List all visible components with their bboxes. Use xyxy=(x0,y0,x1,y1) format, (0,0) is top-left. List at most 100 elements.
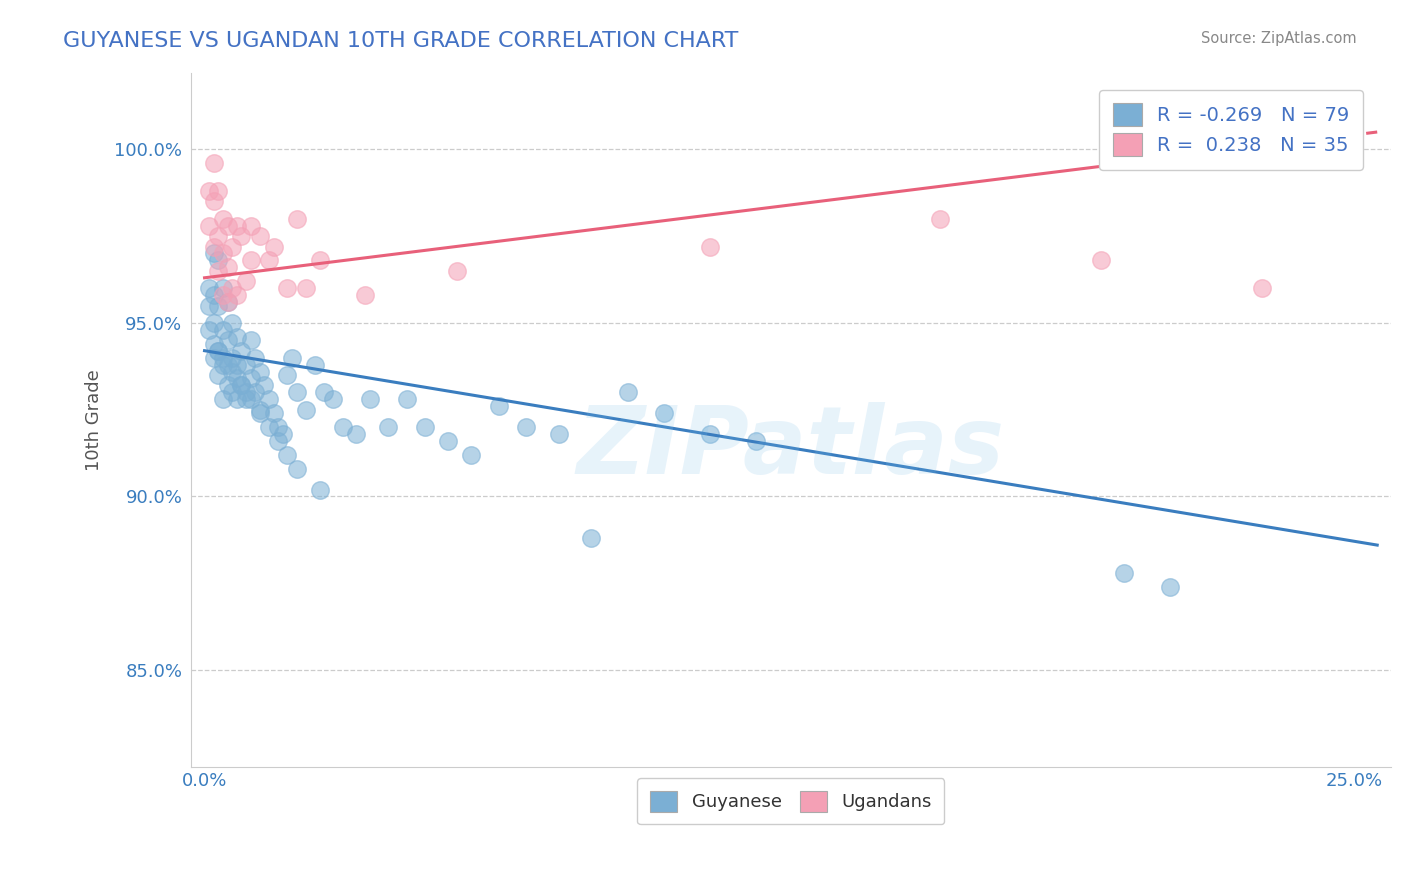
Point xyxy=(276,368,298,382)
Point xyxy=(239,333,262,347)
Point xyxy=(616,385,638,400)
Point xyxy=(294,281,316,295)
Point xyxy=(225,392,247,407)
Point xyxy=(322,392,344,407)
Point xyxy=(579,531,602,545)
Point xyxy=(929,211,952,226)
Point xyxy=(231,229,253,244)
Point xyxy=(267,420,290,434)
Point xyxy=(271,427,294,442)
Point xyxy=(221,351,243,365)
Point xyxy=(308,253,330,268)
Point xyxy=(314,385,336,400)
Text: GUYANESE VS UGANDAN 10TH GRADE CORRELATION CHART: GUYANESE VS UGANDAN 10TH GRADE CORRELATI… xyxy=(63,31,738,51)
Point xyxy=(235,385,257,400)
Point xyxy=(344,427,367,442)
Point xyxy=(217,358,239,372)
Point xyxy=(1159,580,1181,594)
Point xyxy=(263,406,285,420)
Point xyxy=(225,288,247,302)
Point xyxy=(231,378,253,392)
Point xyxy=(253,378,276,392)
Point xyxy=(221,365,243,379)
Y-axis label: 10th Grade: 10th Grade xyxy=(86,369,103,471)
Point xyxy=(212,246,235,260)
Point xyxy=(243,385,266,400)
Point xyxy=(221,385,243,400)
Text: Source: ZipAtlas.com: Source: ZipAtlas.com xyxy=(1201,31,1357,46)
Point xyxy=(257,253,280,268)
Point xyxy=(207,229,229,244)
Point xyxy=(202,239,225,253)
Point xyxy=(198,323,221,337)
Point xyxy=(207,343,229,358)
Text: ZIPatlas: ZIPatlas xyxy=(576,402,1005,494)
Point xyxy=(745,434,768,448)
Point xyxy=(354,288,377,302)
Point xyxy=(377,420,399,434)
Point xyxy=(225,371,247,385)
Point xyxy=(217,333,239,347)
Point xyxy=(243,351,266,365)
Point xyxy=(1090,253,1112,268)
Point xyxy=(217,295,239,310)
Point xyxy=(332,420,354,434)
Point xyxy=(202,246,225,260)
Point xyxy=(202,194,225,209)
Point xyxy=(239,371,262,385)
Point xyxy=(207,368,229,382)
Point xyxy=(699,239,721,253)
Point xyxy=(217,378,239,392)
Legend: Guyanese, Ugandans: Guyanese, Ugandans xyxy=(637,778,945,824)
Point xyxy=(221,316,243,330)
Point xyxy=(249,406,271,420)
Point xyxy=(212,323,235,337)
Point xyxy=(221,281,243,295)
Point xyxy=(654,406,676,420)
Point xyxy=(285,211,308,226)
Point xyxy=(212,392,235,407)
Point xyxy=(198,184,221,198)
Point xyxy=(202,336,225,351)
Point xyxy=(207,299,229,313)
Point xyxy=(359,392,381,407)
Point xyxy=(395,392,418,407)
Point xyxy=(515,420,537,434)
Point xyxy=(202,316,225,330)
Point xyxy=(207,343,229,358)
Point xyxy=(239,392,262,407)
Point xyxy=(285,385,308,400)
Point xyxy=(437,434,460,448)
Point xyxy=(212,288,235,302)
Point xyxy=(1251,281,1274,295)
Point xyxy=(198,219,221,233)
Point xyxy=(225,358,247,372)
Point xyxy=(212,211,235,226)
Point xyxy=(699,427,721,442)
Point xyxy=(257,420,280,434)
Point xyxy=(225,330,247,344)
Point xyxy=(225,219,247,233)
Point xyxy=(308,483,330,497)
Point xyxy=(202,288,225,302)
Point xyxy=(249,402,271,417)
Point xyxy=(202,156,225,170)
Point xyxy=(231,343,253,358)
Point xyxy=(413,420,436,434)
Point xyxy=(217,219,239,233)
Point xyxy=(217,260,239,275)
Point xyxy=(257,392,280,407)
Point xyxy=(212,358,235,372)
Point xyxy=(212,351,235,365)
Point xyxy=(217,295,239,310)
Point xyxy=(285,461,308,475)
Point xyxy=(488,399,510,413)
Point xyxy=(207,264,229,278)
Point xyxy=(235,274,257,288)
Point xyxy=(198,281,221,295)
Point xyxy=(207,184,229,198)
Point xyxy=(281,351,304,365)
Point xyxy=(263,239,285,253)
Point xyxy=(231,378,253,392)
Point xyxy=(547,427,569,442)
